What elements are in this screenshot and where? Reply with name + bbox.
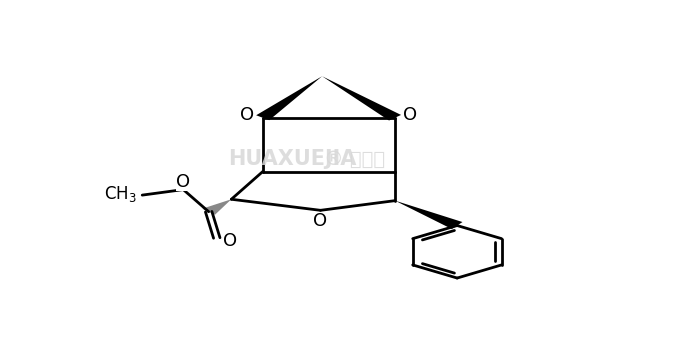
Text: O: O [223, 232, 238, 250]
Text: O: O [240, 106, 254, 124]
Text: O: O [314, 212, 328, 230]
Text: O: O [176, 173, 190, 191]
Text: ® 化学加: ® 化学加 [324, 150, 385, 169]
Polygon shape [256, 76, 322, 120]
Polygon shape [322, 76, 401, 121]
Polygon shape [202, 199, 231, 215]
Polygon shape [395, 201, 463, 229]
Text: CH$_3$: CH$_3$ [104, 184, 137, 204]
Text: HUAXUEJIA: HUAXUEJIA [228, 149, 357, 169]
Text: O: O [403, 106, 418, 124]
